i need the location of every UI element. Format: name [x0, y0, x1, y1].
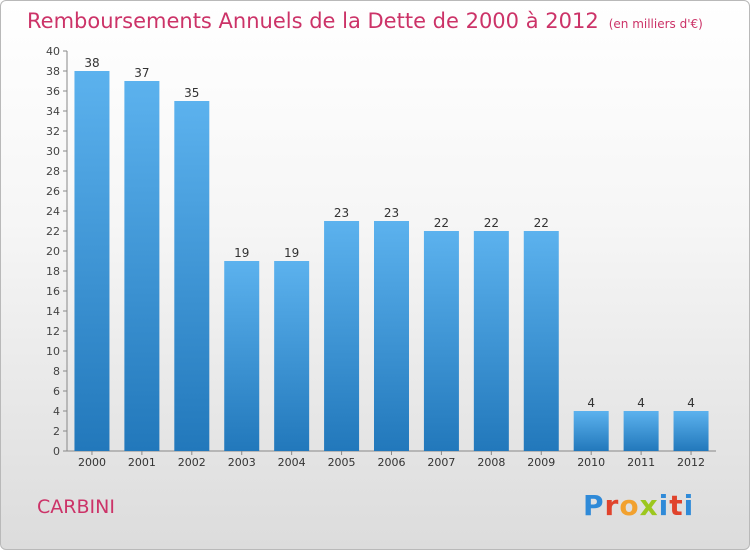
bar-value-label: 23 — [334, 206, 349, 220]
y-tick-label: 8 — [53, 365, 60, 378]
bar-value-label: 19 — [284, 246, 299, 260]
chart-title-text: Remboursements Annuels de la Dette de 20… — [27, 9, 599, 33]
bar-2000 — [74, 71, 110, 451]
bar-value-label: 35 — [184, 86, 199, 100]
y-tick-label: 14 — [46, 305, 60, 318]
y-tick-label: 32 — [46, 125, 60, 138]
y-tick-label: 20 — [46, 245, 60, 258]
bar-2011 — [623, 411, 659, 451]
y-tick-label: 26 — [46, 185, 60, 198]
y-tick-label: 38 — [46, 65, 60, 78]
bar-2007 — [423, 231, 459, 451]
bar-2012 — [673, 411, 709, 451]
x-tick-label: 2012 — [677, 456, 705, 469]
y-tick-label: 10 — [46, 345, 60, 358]
bar-value-label: 4 — [637, 396, 645, 410]
chart-unit: (en milliers d'€) — [608, 17, 703, 31]
x-tick-label: 2008 — [477, 456, 505, 469]
bar-value-label: 19 — [234, 246, 249, 260]
chart-title: Remboursements Annuels de la Dette de 20… — [27, 9, 703, 33]
x-axis: 2000 2001 2002 2003 2004 2005 2006 2007 2008 2009… — [67, 450, 716, 469]
y-tick-label: 28 — [46, 165, 60, 178]
x-tick-label: 2004 — [278, 456, 306, 469]
y-tick-label: 24 — [46, 205, 60, 218]
bar-2002 — [174, 101, 210, 451]
y-tick-label: 30 — [46, 145, 60, 158]
y-tick-label: 16 — [46, 285, 60, 298]
x-tick-label: 2006 — [378, 456, 406, 469]
x-tick-label: 2007 — [427, 456, 455, 469]
x-tick-label: 2010 — [577, 456, 605, 469]
y-tick-label: 22 — [46, 225, 60, 238]
bars: 38 37 35 19 19 23 23 22 22 22 4 4 4 — [74, 56, 709, 451]
y-tick-label: 4 — [53, 405, 60, 418]
x-tick-label: 2001 — [128, 456, 156, 469]
y-tick-label: 36 — [46, 85, 60, 98]
proxiti-logo: Proxiti — [583, 489, 695, 522]
bar-2003 — [224, 261, 260, 451]
bar-value-label: 22 — [534, 216, 549, 230]
bar-value-label: 22 — [434, 216, 449, 230]
bar-value-label: 4 — [687, 396, 695, 410]
x-tick-label: 2002 — [178, 456, 206, 469]
commune-name: CARBINI — [37, 496, 115, 518]
y-tick-label: 12 — [46, 325, 60, 338]
bar-value-label: 4 — [587, 396, 595, 410]
x-tick-label: 2000 — [78, 456, 106, 469]
x-tick-label: 2005 — [328, 456, 356, 469]
bar-2010 — [573, 411, 609, 451]
bar-2009 — [523, 231, 559, 451]
x-tick-label: 2009 — [527, 456, 555, 469]
bar-value-label: 37 — [134, 66, 149, 80]
bar-value-label: 22 — [484, 216, 499, 230]
bar-2001 — [124, 81, 160, 451]
y-tick-label: 34 — [46, 105, 60, 118]
y-tick-label: 0 — [53, 445, 60, 458]
bar-2004 — [274, 261, 310, 451]
y-tick-label: 6 — [53, 385, 60, 398]
bar-2005 — [324, 221, 360, 451]
bar-2008 — [473, 231, 509, 451]
bar-value-label: 38 — [84, 56, 99, 70]
bar-2006 — [374, 221, 409, 451]
x-tick-label: 2011 — [627, 456, 655, 469]
y-tick-label: 40 — [46, 45, 60, 58]
x-tick-label: 2003 — [228, 456, 256, 469]
bar-value-label: 23 — [384, 206, 399, 220]
y-tick-label: 18 — [46, 265, 60, 278]
y-tick-label: 2 — [53, 425, 60, 438]
